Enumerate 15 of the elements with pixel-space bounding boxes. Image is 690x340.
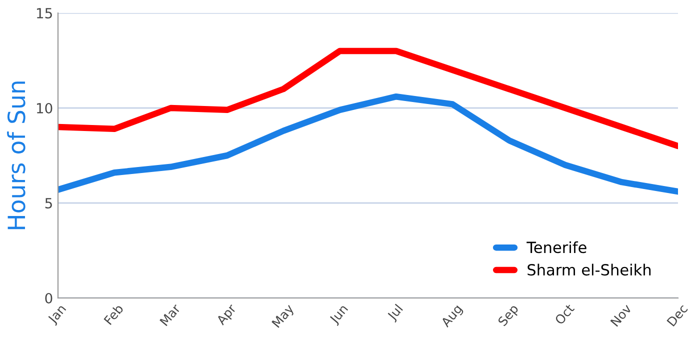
x-tick-label: Feb — [103, 303, 124, 326]
legend-label: Sharm el-Sheikh — [528, 264, 651, 276]
y-tick-label: 10 — [36, 102, 52, 114]
y-axis-title: Hours of Sun — [7, 82, 26, 230]
x-tick-label: Jul — [386, 304, 405, 323]
x-tick-label: Oct — [554, 303, 575, 326]
x-tick-label: Sep — [497, 304, 521, 328]
x-tick-label: Dec — [666, 304, 688, 327]
x-tick-label: Jan — [47, 304, 68, 326]
x-tick-label: Apr — [216, 303, 239, 328]
y-tick-label: 0 — [45, 292, 52, 304]
y-tick-label: 5 — [45, 198, 52, 208]
y-tick-label: 15 — [36, 8, 52, 18]
x-tick-label: Jun — [328, 304, 350, 326]
legend-label: Tenerife — [526, 241, 586, 254]
